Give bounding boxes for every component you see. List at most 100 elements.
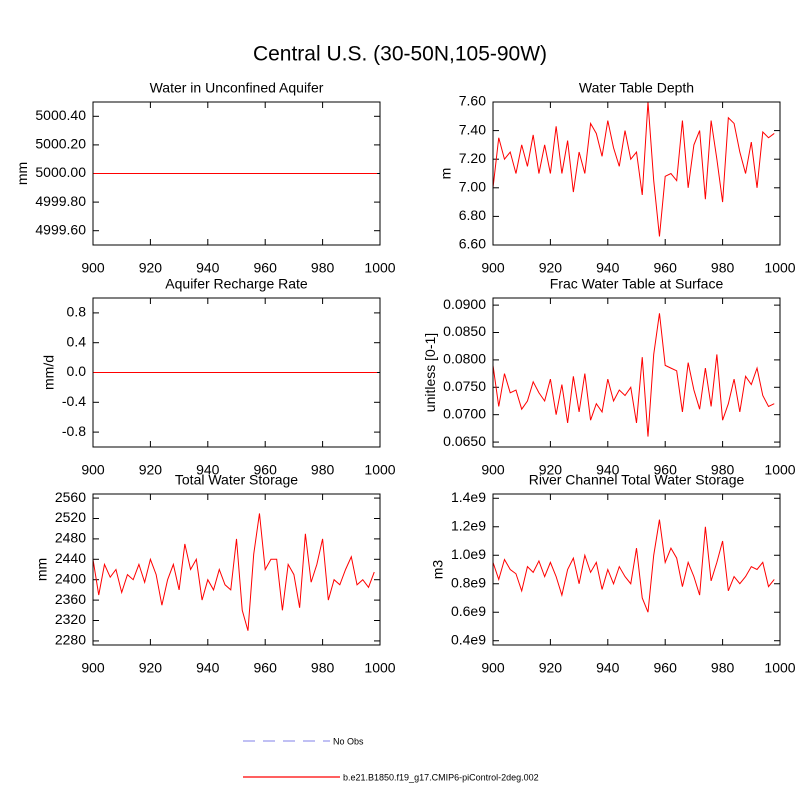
- figure-title: Central U.S. (30-50N,105-90W): [253, 43, 547, 66]
- x-tick-label: 920: [539, 660, 563, 676]
- x-tick-label: 940: [196, 462, 220, 478]
- y-tick-label: 1.2e9: [451, 517, 486, 533]
- panel-title: Total Water Storage: [175, 472, 298, 488]
- y-tick-label: 7.60: [459, 93, 486, 109]
- y-tick-label: 6.80: [459, 207, 486, 223]
- y-tick-label: 2560: [55, 489, 86, 505]
- x-tick-label: 900: [81, 260, 105, 276]
- y-tick-label: 2520: [55, 509, 86, 525]
- y-tick-label: 0.4: [67, 333, 87, 349]
- y-tick-label: 7.40: [459, 121, 486, 137]
- data-line: [492, 313, 775, 437]
- y-tick-label: 1.4e9: [451, 489, 486, 505]
- x-tick-label: 1000: [764, 462, 795, 478]
- x-tick-label: 940: [196, 260, 220, 276]
- y-tick-label: 2360: [55, 591, 86, 607]
- x-tick-label: 900: [481, 660, 505, 676]
- y-tick-label: 0.0750: [443, 378, 486, 394]
- legend-label: b.e21.B1850.f19_g17.CMIP6-piControl-2deg…: [343, 772, 539, 782]
- x-tick-label: 920: [139, 260, 163, 276]
- x-tick-label: 960: [654, 260, 678, 276]
- y-tick-label: 4999.80: [35, 193, 86, 209]
- x-tick-label: 980: [311, 260, 335, 276]
- data-line: [92, 513, 375, 631]
- y-axis-label: m: [437, 168, 453, 180]
- x-tick-label: 920: [539, 462, 563, 478]
- panel-title: Aquifer Recharge Rate: [165, 276, 308, 292]
- y-tick-label: 0.8: [67, 304, 87, 320]
- y-tick-label: 0.0700: [443, 405, 486, 421]
- x-tick-label: 920: [139, 462, 163, 478]
- y-tick-label: 0.0850: [443, 323, 486, 339]
- x-tick-label: 960: [254, 660, 278, 676]
- x-tick-label: 1000: [364, 462, 395, 478]
- panel-title: Water Table Depth: [579, 80, 694, 96]
- y-axis-label: mm: [34, 558, 50, 581]
- y-tick-label: 2480: [55, 530, 86, 546]
- panel-title: River Channel Total Water Storage: [529, 472, 745, 488]
- y-tick-label: 2400: [55, 570, 86, 586]
- x-tick-label: 900: [481, 462, 505, 478]
- x-tick-label: 900: [481, 260, 505, 276]
- y-tick-label: 2440: [55, 550, 86, 566]
- x-tick-label: 960: [254, 462, 278, 478]
- y-tick-label: 0.0650: [443, 433, 486, 449]
- y-tick-label: -0.8: [62, 423, 86, 439]
- y-axis-label: mm/d: [41, 355, 57, 390]
- y-tick-label: 4999.60: [35, 221, 86, 237]
- y-tick-label: 0.0900: [443, 296, 486, 312]
- x-tick-label: 980: [711, 462, 735, 478]
- x-tick-label: 980: [711, 660, 735, 676]
- legend-label: No Obs: [333, 736, 364, 746]
- plot-frame: [92, 493, 381, 646]
- x-tick-label: 960: [654, 462, 678, 478]
- y-tick-label: 5000.20: [35, 136, 86, 152]
- plot-frame: [492, 493, 781, 646]
- panel-title: Frac Water Table at Surface: [550, 276, 724, 292]
- x-tick-label: 980: [311, 462, 335, 478]
- y-tick-label: 0.0: [67, 363, 87, 379]
- x-tick-label: 940: [596, 462, 620, 478]
- x-tick-label: 960: [654, 660, 678, 676]
- y-axis-label: mm: [14, 162, 30, 185]
- y-tick-label: 6.60: [459, 236, 486, 252]
- y-tick-label: 0.4e9: [451, 631, 486, 647]
- y-axis-label: m3: [430, 560, 446, 580]
- panel-title: Water in Unconfined Aquifer: [150, 80, 324, 96]
- x-tick-label: 940: [596, 260, 620, 276]
- x-tick-label: 1000: [764, 660, 795, 676]
- y-tick-label: 1.0e9: [451, 546, 486, 562]
- x-tick-label: 1000: [764, 260, 795, 276]
- y-tick-label: 0.6e9: [451, 603, 486, 619]
- data-line: [492, 101, 775, 237]
- plot-frame: [492, 297, 781, 448]
- y-tick-label: 5000.00: [35, 164, 86, 180]
- x-tick-label: 980: [311, 660, 335, 676]
- x-tick-label: 1000: [364, 260, 395, 276]
- x-tick-label: 940: [196, 660, 220, 676]
- x-tick-label: 900: [81, 462, 105, 478]
- y-tick-label: 2320: [55, 611, 86, 627]
- x-tick-label: 960: [254, 260, 278, 276]
- y-tick-label: 0.8e9: [451, 574, 486, 590]
- x-tick-label: 1000: [364, 660, 395, 676]
- y-tick-label: 7.00: [459, 179, 486, 195]
- plot-frame: [92, 101, 381, 246]
- y-tick-label: 2280: [55, 632, 86, 648]
- y-axis-label: unitless [0-1]: [422, 333, 438, 412]
- y-tick-label: 7.20: [459, 150, 486, 166]
- plot-frame: [492, 101, 781, 246]
- plot-frame: [92, 297, 381, 448]
- data-line: [492, 519, 775, 613]
- x-tick-label: 900: [81, 660, 105, 676]
- x-tick-label: 920: [139, 660, 163, 676]
- x-tick-label: 940: [596, 660, 620, 676]
- y-tick-label: 5000.40: [35, 107, 86, 123]
- x-tick-label: 980: [711, 260, 735, 276]
- y-tick-label: 0.0800: [443, 351, 486, 367]
- y-tick-label: -0.4: [62, 393, 86, 409]
- x-tick-label: 920: [539, 260, 563, 276]
